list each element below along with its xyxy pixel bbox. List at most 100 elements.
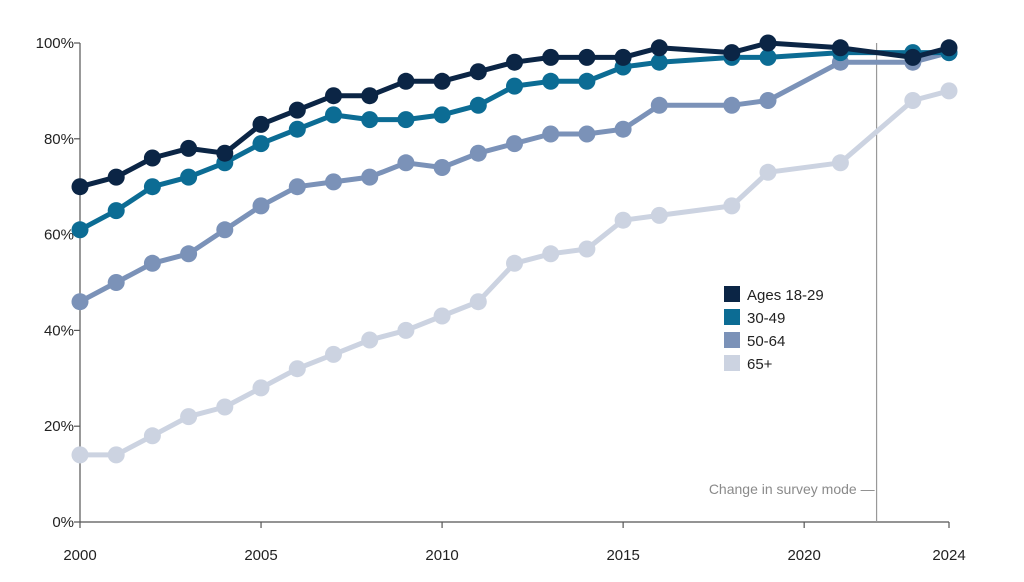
data-point: [71, 221, 89, 239]
x-tick-label: 2005: [244, 547, 277, 564]
data-point: [252, 115, 270, 133]
y-tick-label: 60%: [44, 227, 74, 244]
data-point: [288, 178, 306, 196]
data-point: [216, 221, 234, 239]
data-point: [578, 48, 596, 66]
data-point: [433, 159, 451, 176]
data-point: [578, 125, 596, 143]
data-point: [904, 92, 922, 109]
data-point: [107, 202, 125, 220]
x-tick-label: 2024: [932, 547, 965, 564]
data-point: [433, 106, 451, 124]
legend-label: 30-49: [747, 310, 785, 327]
data-point: [288, 360, 306, 378]
data-point: [831, 39, 849, 57]
data-point: [650, 39, 668, 57]
data-point: [325, 106, 342, 124]
data-point: [397, 111, 415, 129]
data-point: [361, 87, 379, 105]
data-point: [143, 427, 161, 445]
data-point: [107, 446, 125, 464]
data-point: [469, 144, 487, 162]
data-point: [614, 120, 632, 138]
y-tick-label: 80%: [44, 131, 74, 148]
x-tick-label: 2015: [606, 547, 639, 564]
y-tick-label: 100%: [36, 35, 74, 52]
data-point: [506, 254, 523, 272]
legend-label: 50-64: [747, 333, 785, 350]
data-point: [107, 168, 125, 186]
legend-swatch: [724, 309, 740, 325]
series-50-64: [71, 44, 958, 311]
data-point: [325, 173, 342, 191]
data-point: [723, 96, 741, 114]
data-point: [397, 72, 415, 90]
y-tick-label: 40%: [44, 322, 74, 339]
data-point: [614, 211, 632, 229]
data-point: [252, 135, 270, 153]
data-point: [397, 154, 415, 172]
data-point: [940, 82, 958, 100]
data-point: [288, 101, 306, 119]
data-point: [578, 240, 596, 258]
data-point: [325, 87, 342, 105]
data-point: [469, 96, 487, 114]
series-line: [80, 88, 950, 458]
data-point: [469, 293, 487, 311]
data-point: [614, 48, 632, 66]
series-line: [78, 50, 949, 233]
y-tick-label: 20%: [44, 418, 74, 435]
data-point: [650, 206, 668, 224]
data-point: [759, 92, 777, 109]
data-point: [180, 408, 198, 426]
data-point: [71, 178, 89, 196]
legend-label: 65+: [747, 356, 773, 373]
data-point: [252, 379, 270, 397]
data-point: [143, 178, 161, 196]
data-point: [506, 77, 523, 95]
legend-swatch: [724, 286, 740, 302]
data-point: [107, 274, 125, 291]
data-point: [650, 96, 668, 114]
series-line: [78, 50, 950, 304]
x-tick-label: 2020: [787, 547, 820, 564]
data-point: [723, 44, 741, 62]
data-point: [143, 149, 161, 167]
data-point: [143, 254, 161, 272]
data-point: [759, 34, 777, 52]
survey-mode-annotation: Change in survey mode —: [709, 481, 875, 497]
legend-swatch: [724, 332, 740, 348]
data-point: [433, 307, 451, 325]
data-point: [542, 125, 560, 143]
data-point: [288, 120, 306, 138]
series-line: [79, 40, 950, 190]
data-point: [940, 39, 958, 57]
y-tick-label: 0%: [52, 514, 74, 531]
data-point: [506, 135, 523, 153]
data-point: [180, 139, 198, 157]
data-point: [216, 398, 234, 416]
data-point: [71, 293, 89, 311]
data-point: [542, 48, 560, 66]
data-point: [578, 72, 596, 90]
data-point: [433, 72, 451, 90]
data-point: [759, 163, 777, 181]
series-layer: [71, 34, 958, 464]
data-point: [723, 197, 741, 215]
series-65-: [71, 82, 958, 464]
data-point: [542, 72, 560, 90]
data-point: [831, 154, 849, 172]
data-point: [180, 168, 198, 186]
data-point: [904, 48, 922, 66]
data-point: [71, 446, 89, 464]
legend-label: Ages 18-29: [747, 287, 824, 304]
data-point: [216, 144, 234, 162]
legend: Ages 18-29 30-49 50-64 65+: [724, 286, 824, 373]
data-point: [397, 321, 415, 339]
data-point: [506, 53, 523, 71]
legend-swatch: [724, 355, 740, 371]
series-ages-18-29: [71, 34, 958, 196]
data-point: [650, 53, 668, 71]
data-point: [252, 197, 270, 215]
